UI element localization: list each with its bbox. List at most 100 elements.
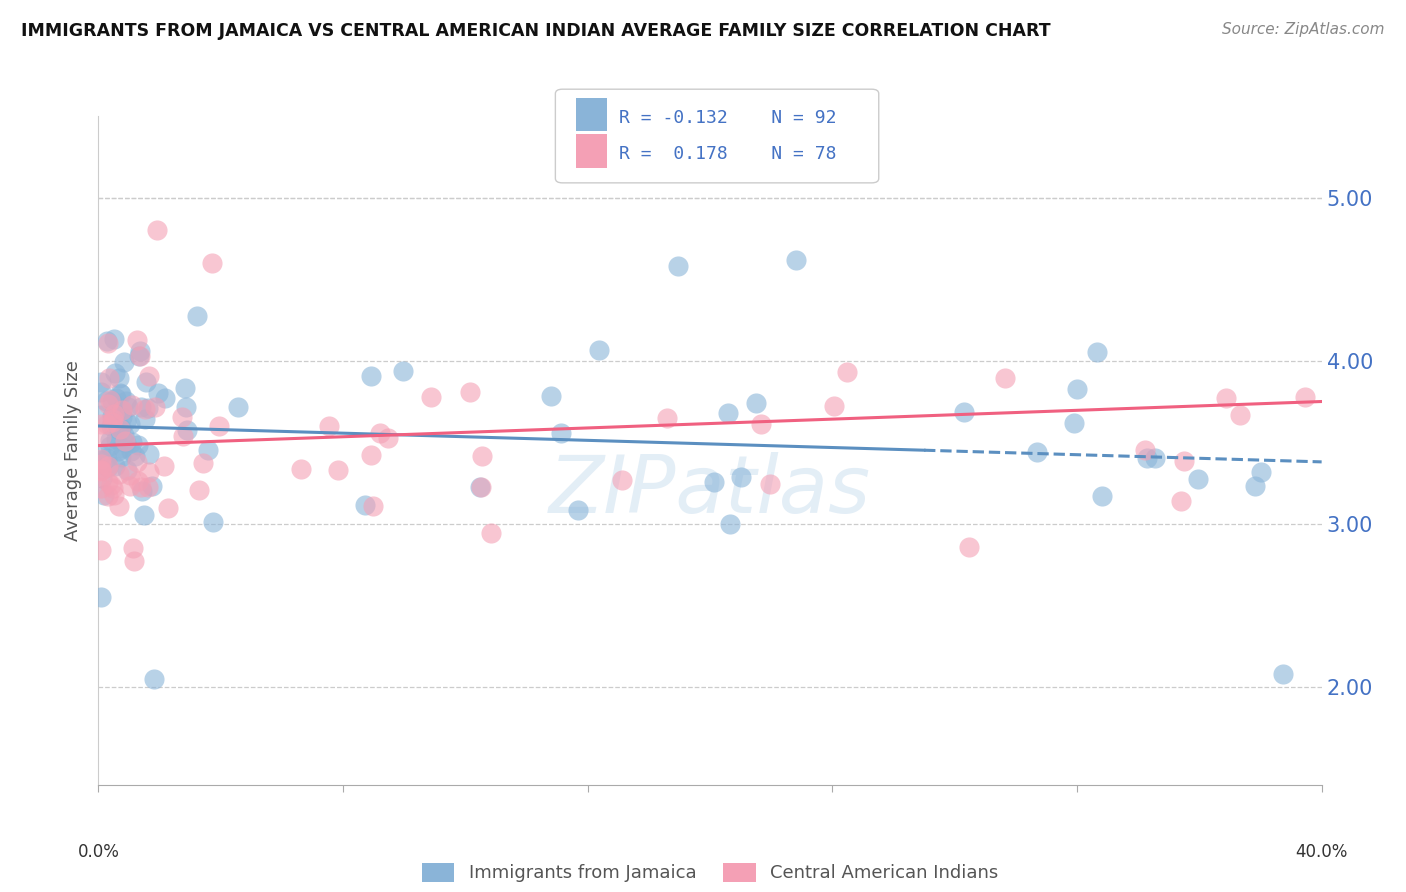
Point <box>107 443 129 458</box>
Point <box>97 460 120 475</box>
Point <box>1250 465 1272 479</box>
Point <box>361 500 384 514</box>
Point <box>90 481 112 495</box>
Point <box>666 259 689 273</box>
Point <box>471 449 494 463</box>
Point <box>110 410 132 425</box>
Point <box>328 462 350 476</box>
Point <box>176 423 198 437</box>
Point <box>1294 390 1316 404</box>
Point <box>110 450 132 464</box>
Point <box>134 401 156 416</box>
Point <box>104 432 127 446</box>
Point <box>952 405 974 419</box>
Point <box>172 409 194 424</box>
Point <box>1187 473 1209 487</box>
Point <box>112 354 135 368</box>
Point <box>730 470 752 484</box>
Point <box>90 408 112 422</box>
Point <box>132 508 155 523</box>
Point <box>112 427 135 442</box>
Text: IMMIGRANTS FROM JAMAICA VS CENTRAL AMERICAN INDIAN AVERAGE FAMILY SIZE CORRELATI: IMMIGRANTS FROM JAMAICA VS CENTRAL AMERI… <box>21 22 1050 40</box>
Text: 0.0%: 0.0% <box>77 843 120 861</box>
Text: R =  0.178    N = 78: R = 0.178 N = 78 <box>619 145 837 163</box>
Point <box>118 479 141 493</box>
Point <box>994 371 1017 385</box>
Point <box>193 456 215 470</box>
Point <box>749 417 772 431</box>
Point <box>186 309 208 323</box>
Point <box>959 540 981 554</box>
Point <box>1272 667 1295 681</box>
Point <box>136 480 159 494</box>
Point <box>835 365 858 379</box>
Point <box>1143 450 1166 465</box>
Point <box>392 364 415 378</box>
Point <box>419 390 441 404</box>
Point <box>567 503 589 517</box>
Text: R = -0.132    N = 92: R = -0.132 N = 92 <box>619 109 837 127</box>
Point <box>98 439 121 453</box>
Point <box>101 393 124 408</box>
Point <box>360 369 382 384</box>
Point <box>96 334 118 348</box>
Point <box>103 407 125 421</box>
Point <box>90 417 112 432</box>
Point <box>114 394 136 409</box>
Point <box>197 442 219 457</box>
Point <box>1170 494 1192 508</box>
Point <box>93 488 115 502</box>
Point <box>157 501 180 516</box>
Point <box>96 450 118 465</box>
Point <box>124 449 146 463</box>
Point <box>1091 489 1114 503</box>
Point <box>468 480 491 494</box>
Point <box>127 475 149 489</box>
Point <box>118 417 141 432</box>
Point <box>208 419 231 434</box>
Point <box>128 349 150 363</box>
Point <box>129 349 152 363</box>
Point <box>717 406 740 420</box>
Point <box>759 477 782 491</box>
Point <box>1229 408 1251 422</box>
Point <box>108 404 131 418</box>
Point <box>131 483 153 498</box>
Point <box>124 554 146 568</box>
Point <box>458 385 481 400</box>
Point <box>104 459 127 474</box>
Point <box>103 333 125 347</box>
Point <box>588 343 610 358</box>
Point <box>141 479 163 493</box>
Point <box>108 499 131 513</box>
Point <box>655 411 678 425</box>
Point <box>107 467 129 482</box>
Point <box>97 475 120 489</box>
Point <box>201 256 224 270</box>
Point <box>122 541 145 555</box>
Point <box>131 479 153 493</box>
Point <box>1136 451 1159 466</box>
Point <box>98 433 121 447</box>
Point <box>354 498 377 512</box>
Point <box>134 412 156 426</box>
Point <box>228 400 250 414</box>
Point <box>101 409 124 423</box>
Point <box>1243 479 1265 493</box>
Point <box>744 396 766 410</box>
Y-axis label: Average Family Size: Average Family Size <box>65 360 83 541</box>
Point <box>90 458 112 472</box>
Point <box>98 371 121 385</box>
Point <box>290 462 312 476</box>
Point <box>98 392 121 407</box>
Point <box>136 401 159 415</box>
Point <box>103 412 125 426</box>
Point <box>107 371 129 385</box>
Point <box>146 386 169 401</box>
Point <box>111 403 134 417</box>
Point <box>91 470 114 484</box>
Point <box>90 591 112 605</box>
Point <box>368 425 391 440</box>
Point <box>125 333 148 347</box>
Point <box>90 463 112 477</box>
